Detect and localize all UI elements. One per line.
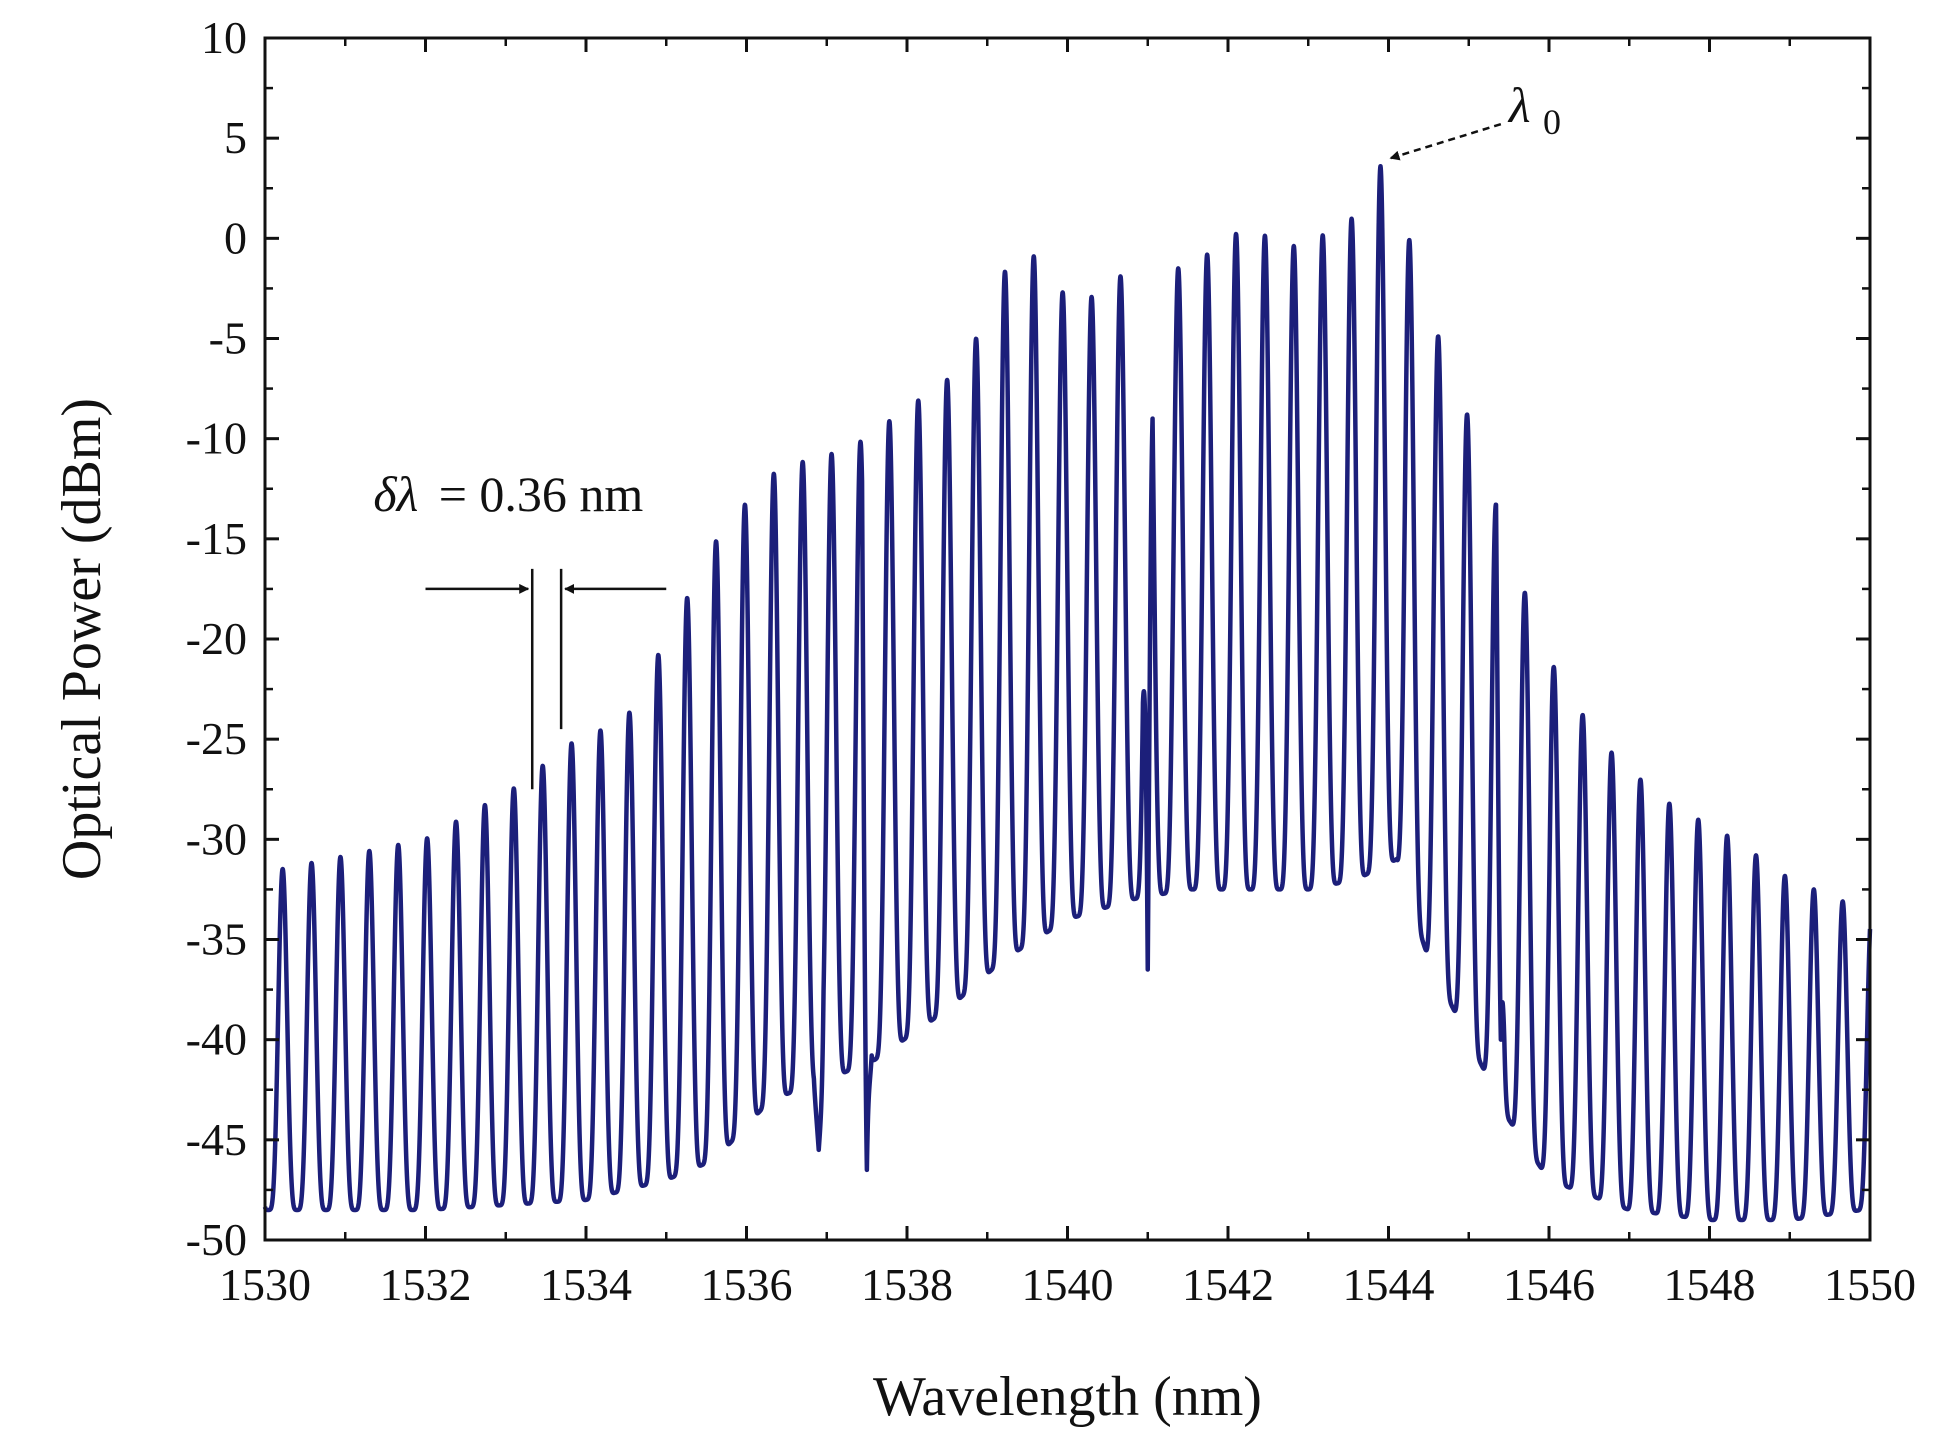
x-tick-label: 1546 (1503, 1259, 1595, 1310)
y-axis-title: Optical Power (dBm) (51, 398, 113, 880)
delta-lambda-symbol: δλ (373, 466, 418, 522)
spectrum-line (262, 163, 1873, 1223)
y-tick-label: -40 (186, 1014, 247, 1065)
y-tick-label: -10 (186, 413, 247, 464)
lambda0-annotation: λ 0 (1389, 77, 1561, 161)
y-tick-label: -15 (186, 513, 247, 564)
x-axis-title: Wavelength (nm) (873, 1366, 1262, 1428)
y-tick-label: -5 (209, 313, 247, 364)
x-tick-label: 1540 (1022, 1259, 1114, 1310)
y-tick-label: 10 (201, 12, 247, 63)
plot-area (262, 163, 1873, 1223)
y-tick-label: -45 (186, 1114, 247, 1165)
lambda0-symbol: λ (1507, 77, 1531, 133)
x-tick-label: 1548 (1664, 1259, 1756, 1310)
x-tick-label: 1534 (540, 1259, 632, 1310)
delta-lambda-value: = 0.36 nm (439, 466, 644, 522)
y-tick-label: -50 (186, 1214, 247, 1265)
y-tick-label: -20 (186, 613, 247, 664)
y-tick-label: -25 (186, 713, 247, 764)
axis-ticks (263, 36, 1872, 1242)
x-tick-label: 1532 (380, 1259, 472, 1310)
x-tick-label: 1536 (701, 1259, 793, 1310)
x-tick-label: 1542 (1182, 1259, 1274, 1310)
x-tick-label: 1530 (219, 1259, 311, 1310)
lambda0-subscript: 0 (1543, 102, 1561, 142)
lambda0-label: λ 0 (1507, 77, 1561, 142)
y-tick-label: -30 (186, 813, 247, 864)
tick-labels: 1530 1532 1534 1536 1538 1540 1542 1544 1546 1548… (186, 12, 1916, 1310)
delta-lambda-annotation: δλ = 0.36 nm (373, 466, 667, 790)
delta-lambda-label: δλ = 0.36 nm (373, 466, 643, 522)
x-tick-label: 1538 (861, 1259, 953, 1310)
y-tick-label: 0 (224, 212, 247, 263)
lambda0-arrow (1389, 122, 1502, 161)
x-tick-label: 1550 (1824, 1259, 1916, 1310)
y-tick-label: -35 (186, 914, 247, 965)
y-tick-label: 5 (224, 112, 247, 163)
x-tick-label: 1544 (1343, 1259, 1435, 1310)
